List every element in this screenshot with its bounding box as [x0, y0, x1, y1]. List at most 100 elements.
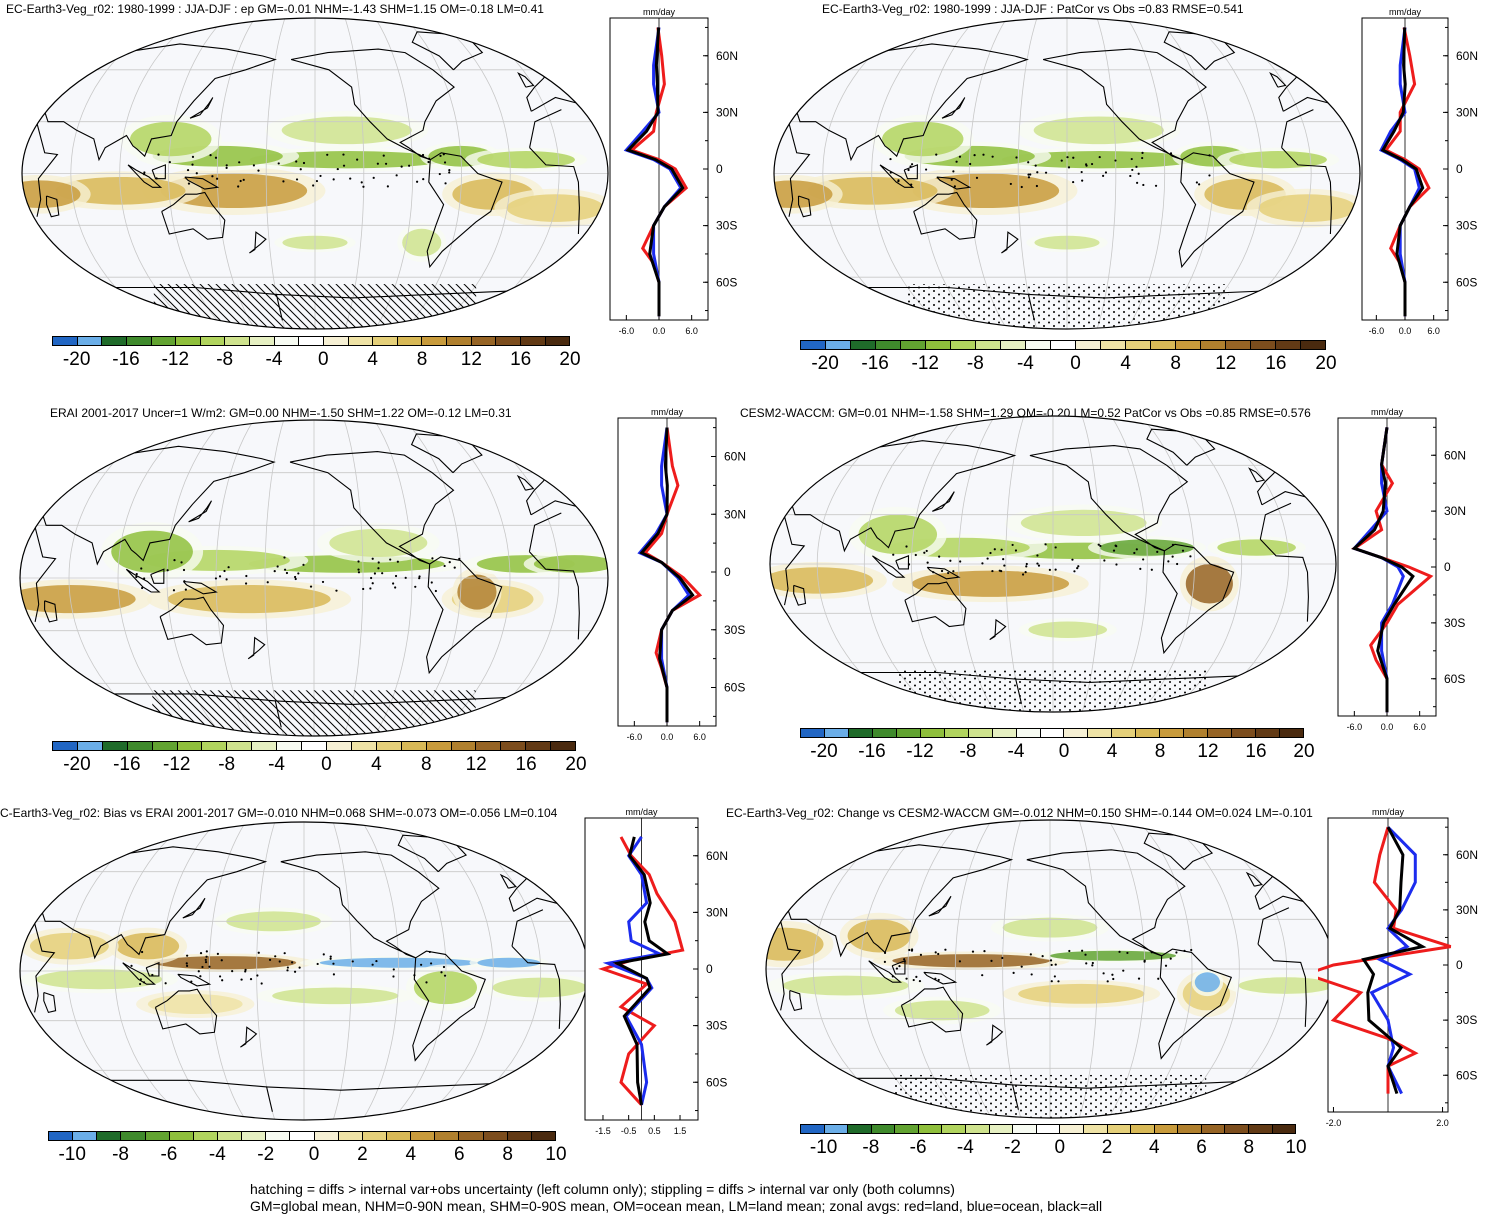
colorbar-label: -12	[911, 353, 939, 374]
coastline	[499, 873, 517, 889]
colorbar-swatch	[1076, 341, 1101, 349]
colorbar-swatch	[501, 742, 527, 750]
stipple-dot	[191, 155, 195, 158]
colorbar-swatch	[876, 341, 901, 349]
coastline	[872, 555, 906, 578]
colorbar-swatch	[348, 337, 374, 345]
anomaly-region	[1020, 509, 1147, 537]
zonal-lat-label: 30S	[706, 1019, 727, 1033]
colorbar-swatch	[801, 341, 826, 349]
colorbar-swatch	[989, 1125, 1014, 1133]
colorbar-label: -12	[161, 349, 190, 370]
panel-3-zonal-profile: mm/day 60N 30N 0 30S 60S -6.0 0.0 6.0	[617, 407, 746, 742]
colorbar-swatch	[145, 1132, 170, 1140]
stipple-dot	[274, 955, 277, 958]
colorbar-swatch	[926, 341, 951, 349]
coastline	[247, 636, 266, 660]
colorbar-swatch	[1276, 341, 1301, 349]
anomaly-region	[1185, 564, 1233, 604]
colorbar-label: 20	[559, 349, 581, 370]
stipple-dot	[283, 556, 286, 559]
stipple-dot	[950, 178, 953, 181]
colorbar-swatch	[126, 337, 152, 345]
stipple-dot	[427, 160, 430, 164]
colorbar-swatch	[459, 1132, 484, 1140]
coastline	[1042, 48, 1207, 161]
coastline	[913, 191, 978, 240]
stipple-dot	[329, 957, 332, 960]
stipple-dot	[143, 171, 146, 174]
stipple-dot	[377, 567, 380, 570]
colorbar-label: 4	[1106, 741, 1118, 762]
stipple-dot	[204, 958, 207, 961]
colorbar-label: -8	[966, 353, 984, 374]
zonal-lat-label: 60S	[716, 275, 737, 289]
stipple-dot	[205, 955, 208, 958]
stippling-region	[893, 1074, 1207, 1118]
stipple-dot	[249, 978, 253, 981]
panel-3-title: ERAI 2001-2017 Uncer=1 W/m2: GM=0.00 NHM…	[50, 406, 512, 420]
stipple-dot	[969, 162, 972, 166]
anomaly-region	[111, 530, 193, 573]
stipple-dot	[1041, 955, 1044, 958]
stipple-dot	[294, 577, 297, 581]
zonal-unit-label: mm/day	[1371, 407, 1404, 417]
stipple-dot	[1035, 184, 1038, 188]
colorbar-swatch	[976, 341, 1001, 349]
graticule-line	[166, 420, 224, 736]
stipple-dot	[892, 553, 895, 556]
stipple-dot	[316, 962, 319, 966]
stipple-dot	[959, 560, 962, 563]
stipple-dot	[1195, 181, 1198, 184]
graticule-line	[1017, 18, 1038, 329]
map-border	[19, 419, 609, 737]
stipple-dot	[958, 960, 961, 963]
stipple-dot	[1102, 174, 1105, 177]
zonal-x-label: -6.0	[619, 326, 635, 336]
graticule-line	[920, 18, 977, 329]
stipple-dot	[283, 568, 287, 571]
anomaly-region	[477, 151, 575, 169]
colorbar-label: -8	[959, 741, 977, 762]
zonal-x-label: 1.5	[674, 1126, 687, 1136]
stipple-dot	[981, 974, 984, 977]
graticule-line	[1139, 416, 1195, 712]
stipple-dot	[903, 960, 906, 963]
stipple-dot	[910, 948, 914, 951]
coastline	[796, 43, 1029, 162]
coastline	[793, 584, 807, 606]
colorbar-swatch	[314, 1132, 339, 1140]
stipple-dot	[197, 970, 200, 973]
coastline	[188, 500, 212, 523]
stipple-dot	[332, 178, 335, 181]
colorbar-swatch	[801, 729, 825, 737]
stipple-dot	[1091, 964, 1094, 967]
stipple-dot	[908, 948, 911, 952]
graticule-line	[968, 18, 1008, 329]
zonal-lat-label: 60N	[724, 450, 746, 464]
colorbar-swatch	[200, 337, 226, 345]
map-border	[21, 17, 609, 330]
stipple-dot	[376, 162, 379, 165]
colorbar-label: -20	[63, 754, 91, 775]
stipple-dot	[309, 585, 313, 588]
colorbar-swatch	[871, 1125, 896, 1133]
graticule-line	[1005, 416, 1025, 712]
colorbar-swatch	[1131, 1125, 1155, 1133]
stipple-dot	[971, 950, 975, 953]
zonal-x-label: 0.0	[1399, 326, 1412, 336]
colorbar-label: -8	[218, 754, 236, 775]
anomaly-region	[154, 956, 297, 970]
stipple-dot	[130, 964, 133, 967]
coastline	[1259, 895, 1309, 910]
stipple-dot	[898, 965, 901, 968]
colorbar-label: 2	[357, 1144, 368, 1165]
graticule-line	[168, 18, 225, 329]
colorbar-label: 12	[460, 349, 482, 370]
stipple-dot	[1112, 549, 1116, 552]
colorbar-swatch	[1160, 729, 1185, 737]
stipple-dot	[1181, 549, 1185, 552]
stipple-dot	[392, 968, 395, 971]
colorbar-swatch	[202, 742, 228, 750]
stipple-dot	[1150, 951, 1153, 954]
